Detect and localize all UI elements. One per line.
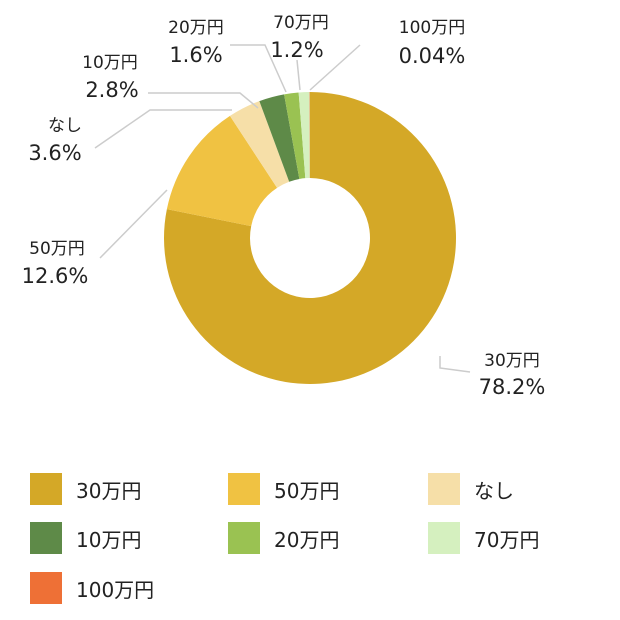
slice-label-value-3: 3.6% xyxy=(28,141,81,165)
slice-1 xyxy=(163,92,456,384)
slice-label-value-2: 12.6% xyxy=(22,264,89,288)
leader-line-7 xyxy=(309,44,361,91)
chart-slices xyxy=(163,92,456,384)
leader-line-2 xyxy=(99,189,168,259)
slice-3 xyxy=(229,101,290,188)
slice-5 xyxy=(284,92,306,179)
leader-line-4 xyxy=(148,92,259,109)
slice-label-value-7: 0.04% xyxy=(399,44,466,68)
slice-label-value-1: 78.2% xyxy=(479,375,546,399)
leader-line-5 xyxy=(230,44,287,93)
leader-line-1 xyxy=(439,356,471,373)
slice-label-name-3: なし xyxy=(48,116,82,136)
leader-line-6 xyxy=(296,59,301,91)
slice-label-value-5: 1.6% xyxy=(169,43,222,67)
slice-4 xyxy=(259,94,300,182)
chart-leader-lines xyxy=(94,44,471,373)
slice-2 xyxy=(166,115,278,227)
slice-label-name-6: 70万円 xyxy=(273,13,329,33)
slice-6 xyxy=(298,92,310,179)
slice-label-name-4: 10万円 xyxy=(82,53,138,73)
slice-label-name-2: 50万円 xyxy=(29,239,85,259)
slice-label-value-4: 2.8% xyxy=(85,78,138,102)
slice-label-name-5: 20万円 xyxy=(168,18,224,38)
chart-data-labels: 30万円 78.2% 50万円 12.6% なし 3.6% 10万円 2.8% 20万円 1.6%… xyxy=(22,13,546,399)
leader-line-3 xyxy=(94,109,232,149)
slice-label-name-7: 100万円 xyxy=(399,18,465,38)
slice-label-name-1: 30万円 xyxy=(484,351,540,371)
slice-label-value-6: 1.2% xyxy=(270,38,323,62)
